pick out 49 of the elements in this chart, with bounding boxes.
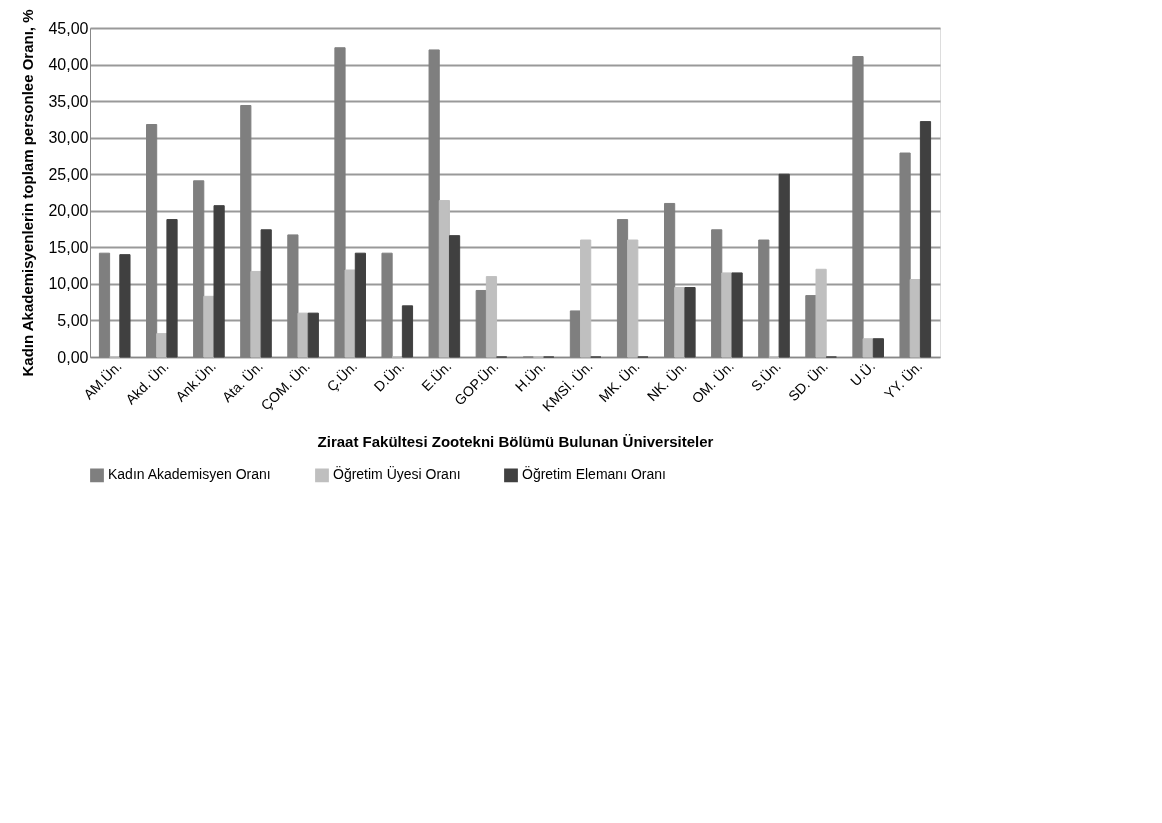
legend-label: Kadın Akademisyen Oranı (108, 466, 271, 483)
y-tick-label: 45,00 (48, 19, 89, 37)
bar (438, 200, 450, 358)
bar (731, 272, 743, 358)
bar (260, 229, 272, 358)
y-tick-label: 30,00 (48, 129, 89, 147)
bar (297, 312, 309, 358)
bar (401, 305, 414, 358)
y-tick-label: 0,00 (57, 348, 89, 366)
bar (815, 268, 827, 358)
bar (872, 338, 884, 358)
bar (119, 254, 131, 358)
bar (203, 295, 215, 358)
x-tick-label: YY. Ün. (880, 357, 926, 403)
y-tick-label: 25,00 (48, 165, 89, 183)
bar (778, 173, 790, 358)
legend-label: Öğretim Üyesi Oranı (333, 465, 461, 483)
y-axis-title: Kadın Akademisyenlerin toplam personlee Oranı, % (19, 9, 37, 377)
legend-label: Öğretim Elemanı Oranı (522, 465, 666, 483)
y-tick-label: 10,00 (48, 275, 89, 293)
x-tick-label: SD. Ün. (784, 357, 831, 405)
y-tick-label: 20,00 (48, 202, 89, 220)
x-tick-label: NK. Ün. (643, 357, 690, 405)
bar (213, 205, 225, 358)
bar (580, 239, 592, 358)
bar (674, 287, 686, 358)
bar (448, 235, 461, 358)
bar (919, 121, 932, 358)
bar (909, 279, 921, 358)
bar (485, 276, 498, 358)
bar (250, 270, 262, 358)
x-tick-label: OM. Ün. (687, 357, 737, 407)
y-tick-label: 40,00 (48, 56, 89, 74)
y-tick-label: 15,00 (48, 238, 89, 256)
bar (721, 272, 733, 358)
x-tick-label: Akd. Ün. (121, 357, 172, 408)
bar (354, 252, 366, 358)
bar (166, 219, 178, 358)
x-tick-label: MK. Ün. (594, 357, 643, 406)
y-tick-label: 35,00 (48, 92, 89, 110)
y-tick-label: 5,00 (57, 311, 89, 329)
x-axis-title: Ziraat Fakültesi Zootekni Bölümü Bulunan Üniversiteler (317, 432, 714, 450)
bar (862, 338, 874, 358)
bar (307, 312, 319, 358)
bar (344, 269, 356, 358)
bar (684, 287, 696, 358)
x-tick-label: U.Ü. (846, 357, 879, 390)
bar (156, 333, 168, 358)
bar (627, 239, 639, 358)
